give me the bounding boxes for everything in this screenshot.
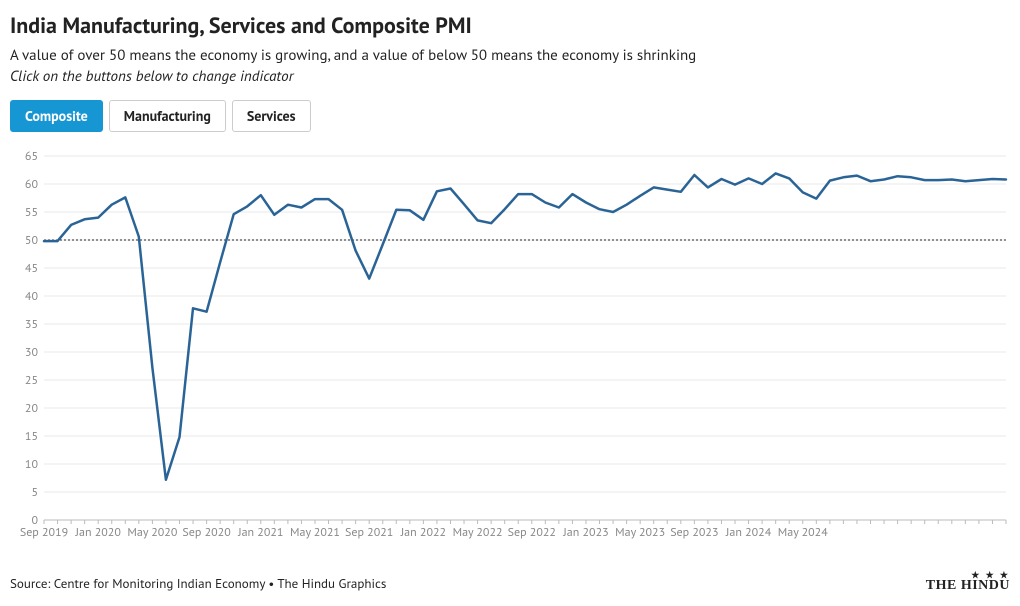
y-tick-label: 5 (31, 485, 38, 500)
y-tick-label: 55 (25, 205, 38, 220)
y-tick-label: 40 (25, 289, 39, 304)
subtitle: A value of over 50 means the economy is … (10, 46, 1010, 65)
indicator-tabs: CompositeManufacturingServices (10, 100, 1010, 132)
y-tick-label: 25 (25, 373, 38, 388)
y-tick-label: 20 (25, 401, 39, 416)
brand-logo: ★ ★ ★ THE HINDU (926, 572, 1010, 592)
page-title: India Manufacturing, Services and Compos… (10, 12, 1010, 40)
x-tick-label: Jan 2021 (237, 525, 283, 540)
x-tick-label: Sep 2023 (670, 525, 718, 540)
logo-text: THE HINDU (926, 580, 1010, 592)
y-tick-label: 60 (25, 177, 39, 192)
x-tick-label: May 2022 (453, 525, 503, 540)
y-tick-label: 45 (25, 261, 38, 276)
instruction-text: Click on the buttons below to change ind… (10, 67, 1010, 86)
x-tick-label: May 2024 (778, 525, 828, 540)
x-tick-label: May 2020 (127, 525, 177, 540)
x-tick-label: May 2021 (290, 525, 340, 540)
footer: Source: Centre for Monitoring Indian Eco… (10, 572, 1010, 592)
x-tick-label: Jan 2024 (725, 525, 772, 540)
y-tick-label: 50 (25, 233, 39, 248)
x-tick-label: May 2023 (615, 525, 665, 540)
x-tick-label: Sep 2021 (345, 525, 393, 540)
y-tick-label: 15 (25, 429, 38, 444)
x-tick-label: Sep 2020 (182, 525, 231, 540)
y-tick-label: 30 (25, 345, 39, 360)
tab-composite[interactable]: Composite (10, 100, 103, 132)
chart-svg: 05101520253035404550556065Sep 2019Jan 20… (10, 148, 1010, 548)
y-tick-label: 65 (25, 149, 38, 164)
source-text: Source: Centre for Monitoring Indian Eco… (10, 575, 386, 592)
x-tick-label: Jan 2023 (562, 525, 608, 540)
y-tick-label: 35 (25, 317, 38, 332)
tab-services[interactable]: Services (232, 100, 311, 132)
line-chart: 05101520253035404550556065Sep 2019Jan 20… (10, 148, 1010, 548)
x-tick-label: Jan 2020 (75, 525, 122, 540)
tab-manufacturing[interactable]: Manufacturing (109, 100, 226, 132)
y-tick-label: 10 (25, 457, 39, 472)
x-tick-label: Sep 2019 (20, 525, 68, 540)
x-tick-label: Jan 2022 (400, 525, 446, 540)
series-composite (44, 173, 1006, 479)
x-tick-label: Sep 2022 (508, 525, 556, 540)
